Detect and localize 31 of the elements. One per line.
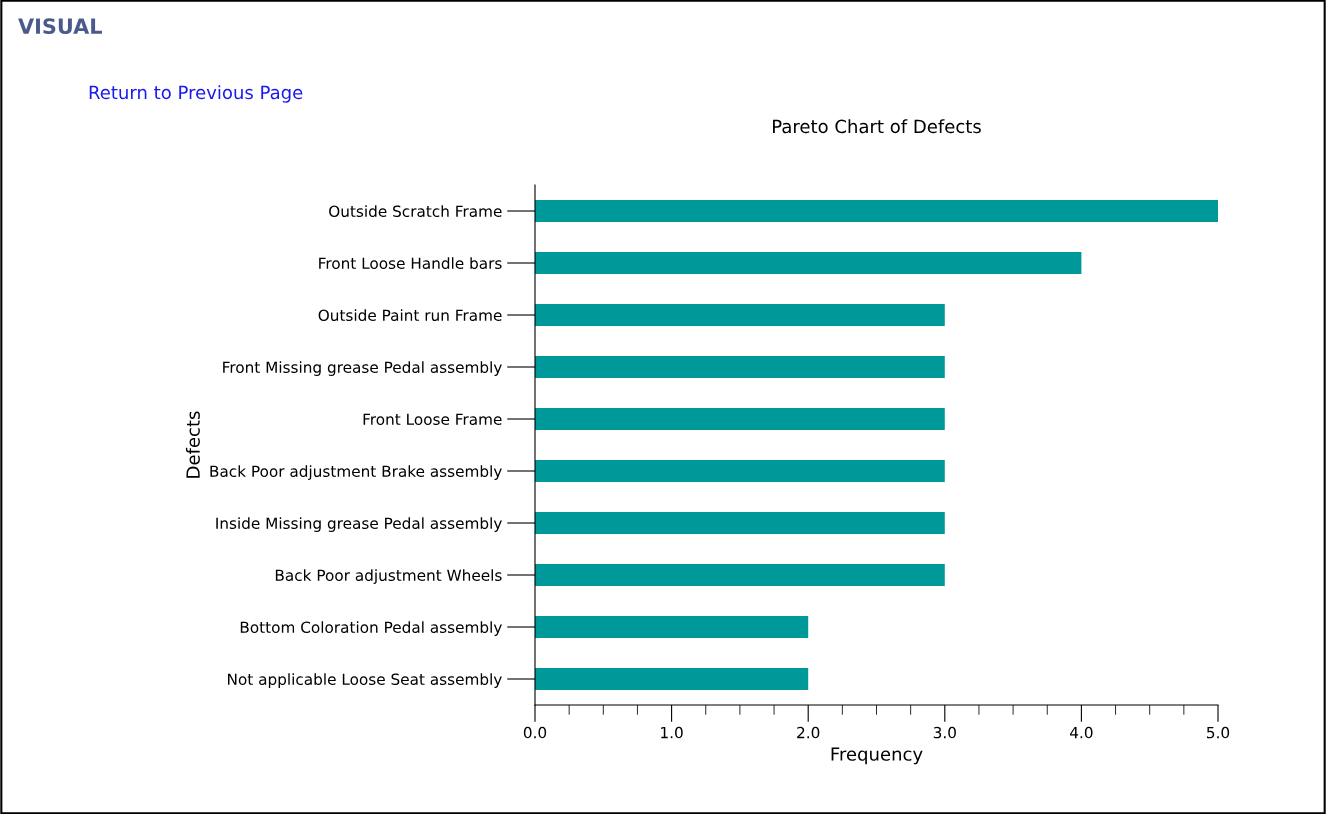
bar: [535, 200, 1218, 222]
y-tick-label: Inside Missing grease Pedal assembly: [216, 517, 502, 532]
bar: [535, 564, 945, 586]
bar: [535, 460, 945, 482]
x-tick-label: 0.0: [523, 726, 547, 739]
y-tick-label: Not applicable Loose Seat assembly: [228, 673, 502, 688]
bar: [535, 616, 809, 638]
bar: [535, 512, 945, 534]
x-tick-label: 3.0: [933, 726, 956, 739]
x-tick-label: 2.0: [797, 726, 820, 739]
y-tick-label: Back Poor adjustment Brake assembly: [210, 465, 502, 480]
y-tick-label: Bottom Coloration Pedal assembly: [240, 621, 502, 636]
y-axis-title: Defects: [185, 411, 200, 478]
chart-title: Pareto Chart of Defects: [773, 119, 981, 134]
y-tick-label: Front Loose Frame: [363, 413, 502, 426]
x-tick-label: 5.0: [1207, 726, 1230, 739]
x-tick-label: 1.0: [661, 726, 683, 739]
x-axis-title: Frequency: [831, 747, 923, 765]
y-tick-label: Outside Scratch Frame: [329, 205, 502, 218]
x-tick-label: 4.0: [1070, 726, 1093, 739]
bar: [535, 668, 809, 690]
bar: [535, 408, 945, 430]
text: Return to Previous Page: [89, 85, 303, 103]
y-tick-label: Front Loose Handle bars: [319, 257, 502, 270]
text: VISUAL: [18, 18, 102, 35]
y-tick-label: Back Poor adjustment Wheels: [275, 569, 502, 584]
bar: [535, 356, 945, 378]
bar: [535, 304, 945, 326]
y-tick-label: Front Missing grease Pedal assembly: [223, 361, 502, 376]
bar: [535, 252, 1082, 274]
y-tick-label: Outside Paint run Frame: [318, 309, 502, 322]
